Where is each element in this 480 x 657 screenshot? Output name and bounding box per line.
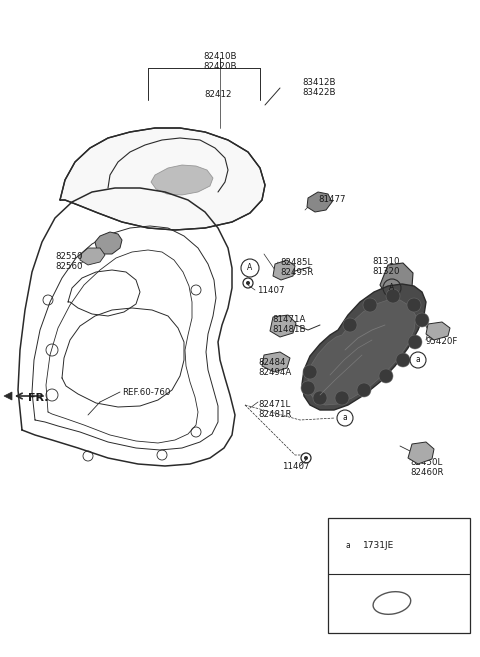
Circle shape xyxy=(357,383,371,397)
Polygon shape xyxy=(308,300,416,405)
Text: A: A xyxy=(247,263,252,273)
Text: 81310
81320: 81310 81320 xyxy=(372,257,399,277)
Text: 81471A
81481B: 81471A 81481B xyxy=(272,315,305,334)
Polygon shape xyxy=(95,232,122,254)
Circle shape xyxy=(301,381,315,395)
Text: A: A xyxy=(389,284,395,292)
Circle shape xyxy=(386,289,400,303)
Text: 82471L
82481R: 82471L 82481R xyxy=(258,400,291,419)
Polygon shape xyxy=(80,248,105,265)
Circle shape xyxy=(407,298,421,312)
Circle shape xyxy=(313,391,327,405)
Text: a: a xyxy=(416,355,420,365)
Circle shape xyxy=(343,318,357,332)
Text: a: a xyxy=(343,413,348,422)
Polygon shape xyxy=(60,128,265,230)
Circle shape xyxy=(396,353,410,367)
Bar xyxy=(328,518,470,633)
Circle shape xyxy=(379,369,393,383)
Text: REF.60-760: REF.60-760 xyxy=(122,388,170,397)
Polygon shape xyxy=(426,322,450,340)
Text: FR.: FR. xyxy=(28,393,48,403)
Polygon shape xyxy=(307,192,332,212)
Text: 81477: 81477 xyxy=(318,195,346,204)
Text: 11407: 11407 xyxy=(257,286,285,295)
Polygon shape xyxy=(408,442,434,464)
Text: 95420F: 95420F xyxy=(426,337,458,346)
Polygon shape xyxy=(380,263,413,297)
Text: 82450L
82460R: 82450L 82460R xyxy=(410,458,444,478)
Circle shape xyxy=(246,281,250,285)
Polygon shape xyxy=(273,260,295,280)
Polygon shape xyxy=(262,352,290,372)
Polygon shape xyxy=(151,165,213,195)
Text: 82410B
82420B: 82410B 82420B xyxy=(203,52,237,72)
Circle shape xyxy=(408,335,422,349)
Circle shape xyxy=(304,456,308,460)
Text: 1731JE: 1731JE xyxy=(363,541,394,551)
Text: a: a xyxy=(346,541,350,551)
Circle shape xyxy=(303,365,317,379)
Polygon shape xyxy=(4,392,12,400)
Text: 82484
82494A: 82484 82494A xyxy=(258,358,291,377)
Text: 82412: 82412 xyxy=(204,90,232,99)
Polygon shape xyxy=(270,315,296,337)
Text: 83412B
83422B: 83412B 83422B xyxy=(302,78,336,97)
Text: 11407: 11407 xyxy=(282,462,310,471)
Text: 82485L
82495R: 82485L 82495R xyxy=(280,258,313,277)
Polygon shape xyxy=(302,284,426,410)
Circle shape xyxy=(363,298,377,312)
Circle shape xyxy=(335,391,349,405)
Circle shape xyxy=(415,313,429,327)
Text: 82550
82560: 82550 82560 xyxy=(55,252,83,271)
